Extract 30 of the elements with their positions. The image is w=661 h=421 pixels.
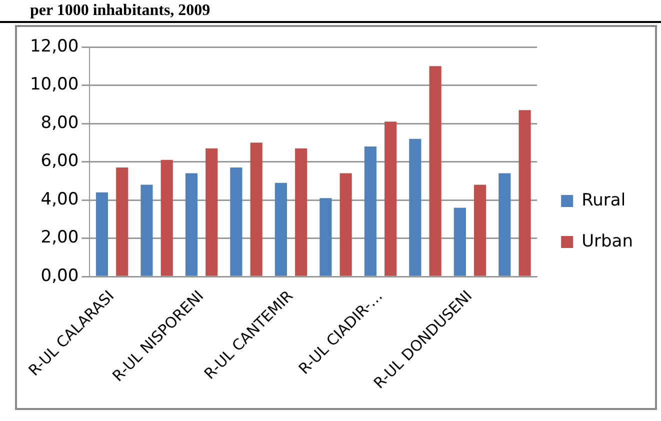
bar bbox=[96, 192, 108, 276]
bar bbox=[140, 184, 153, 276]
bar bbox=[230, 168, 242, 276]
bar bbox=[518, 110, 531, 276]
y-tick-label: 6,00 bbox=[40, 151, 79, 172]
y-tick-label: 2,00 bbox=[40, 228, 79, 248]
legend-label: Urban bbox=[582, 231, 634, 252]
y-tick-label: 12,00 bbox=[30, 36, 79, 56]
y-tick-label: 4,00 bbox=[40, 189, 79, 210]
bar bbox=[320, 198, 332, 276]
bar bbox=[409, 138, 422, 276]
bar bbox=[474, 184, 486, 276]
bar bbox=[250, 142, 262, 276]
bar bbox=[206, 148, 218, 276]
bar bbox=[454, 208, 466, 276]
bar bbox=[185, 173, 198, 276]
y-tick-label: 8,00 bbox=[40, 112, 79, 133]
chart-title: per 1000 inhabitants, 2009 bbox=[30, 1, 210, 20]
bar bbox=[340, 173, 352, 276]
y-tick-label: 10,00 bbox=[30, 74, 79, 95]
y-tick-label: 0,00 bbox=[40, 266, 79, 286]
bar bbox=[116, 168, 128, 276]
bar bbox=[364, 146, 376, 276]
bar bbox=[274, 182, 287, 276]
bar bbox=[295, 148, 308, 276]
bar bbox=[384, 122, 397, 276]
bar bbox=[429, 66, 442, 276]
legend-label: Rural bbox=[582, 190, 626, 210]
bar bbox=[160, 160, 173, 276]
bar bbox=[498, 173, 511, 276]
